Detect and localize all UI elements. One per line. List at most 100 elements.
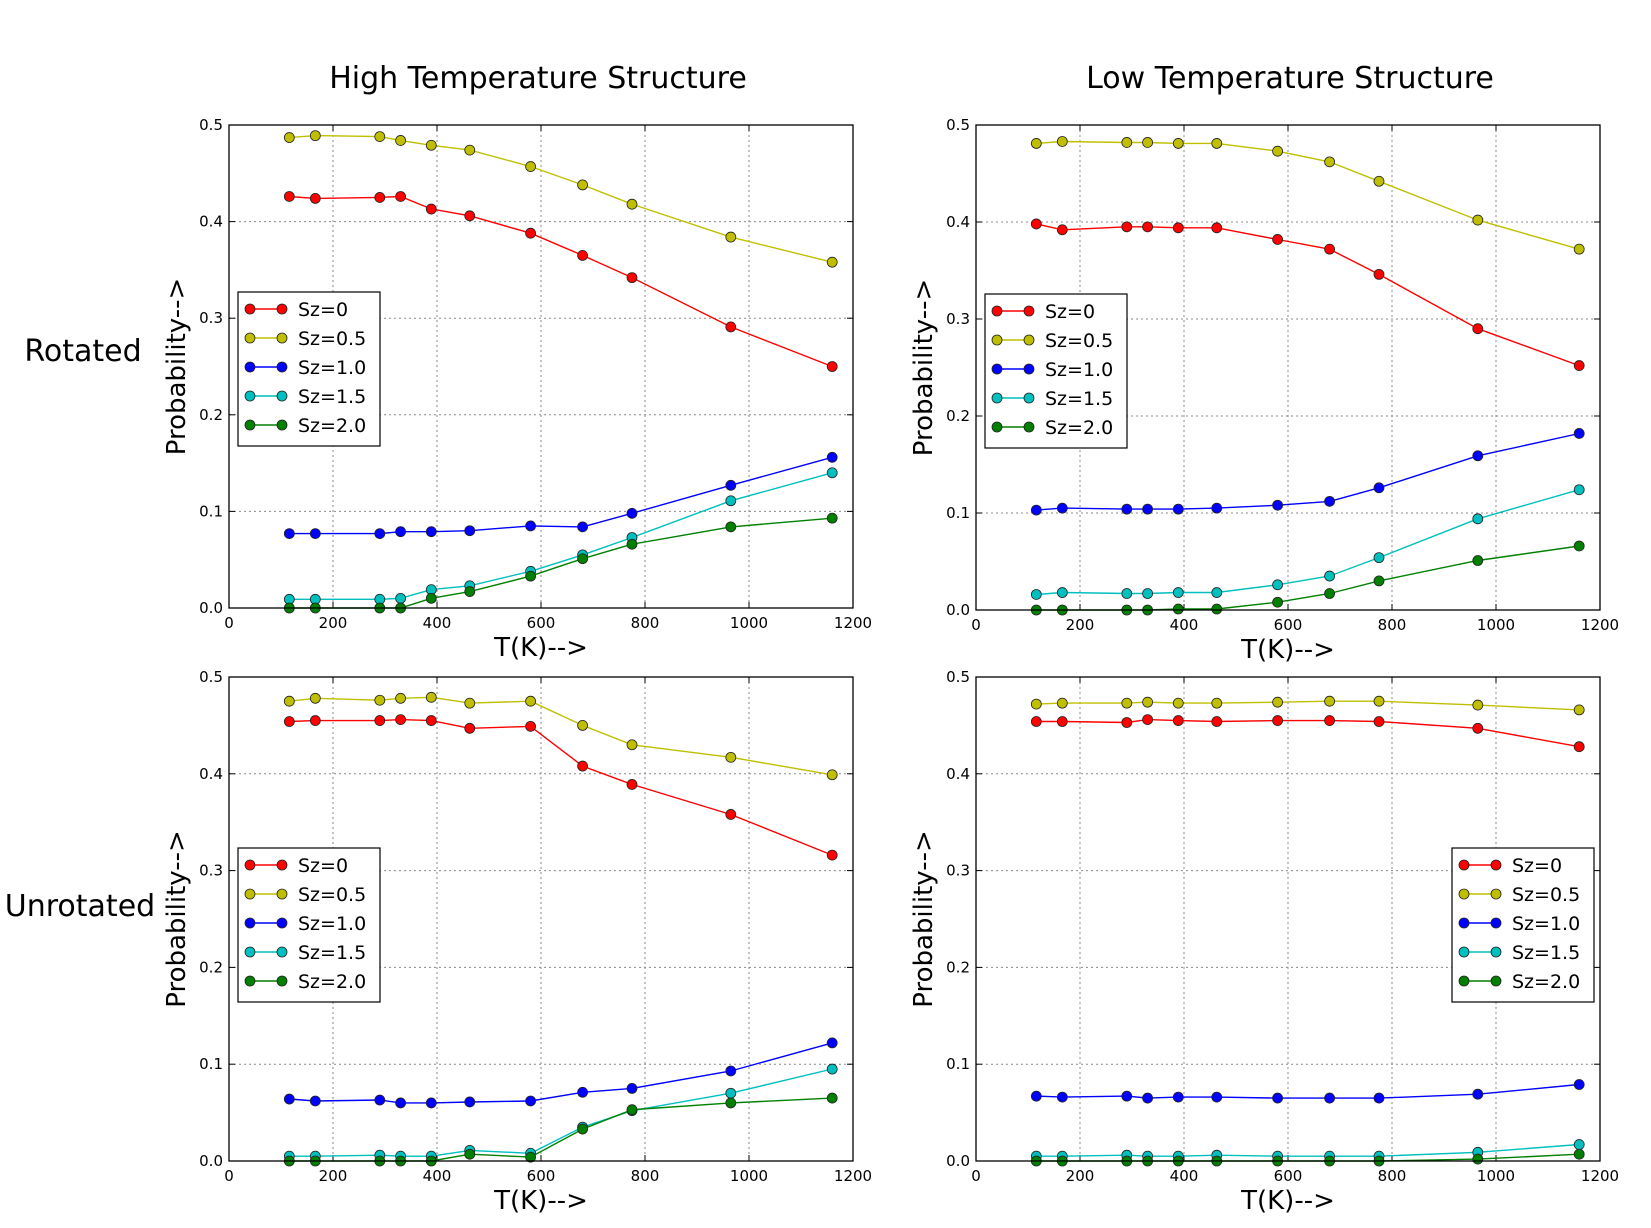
legend-marker: [991, 334, 1003, 346]
data-point: [283, 528, 295, 540]
legend: Sz=0 Sz=0.5 Sz=1.0 Sz=1.5 Sz=2.0: [237, 847, 381, 1003]
legend-frame: [237, 847, 381, 1003]
legend-label: Sz=1.0: [298, 357, 366, 379]
data-point: [464, 586, 476, 597]
data-point: [395, 1097, 407, 1109]
y-tick-label: 0.3: [946, 310, 970, 328]
x-tick-label: 600: [527, 614, 556, 632]
data-point: [1211, 603, 1223, 615]
legend-label: Sz=0: [1045, 301, 1095, 323]
row-label-unrotated: Unrotated: [5, 889, 155, 924]
x-tick-label: 0: [224, 614, 234, 632]
data-point: [1142, 1092, 1153, 1104]
data-point: [374, 715, 386, 726]
data-point: [395, 714, 407, 725]
legend-item: Sz=0: [244, 855, 348, 877]
legend-frame: [1451, 847, 1595, 1003]
data-point: [1272, 579, 1283, 591]
data-point: [1121, 1090, 1133, 1102]
data-point: [425, 691, 437, 703]
data-point: [309, 715, 321, 726]
data-point: [626, 779, 638, 790]
legend-label: Sz=0: [298, 855, 348, 877]
x-tick-label: 800: [631, 1167, 660, 1185]
data-point: [1172, 222, 1184, 234]
data-point: [577, 1086, 588, 1098]
legend-marker: [991, 363, 1003, 375]
data-point: [1121, 503, 1133, 515]
legend-item: Sz=0: [991, 301, 1095, 323]
data-point: [525, 227, 536, 239]
legend: Sz=0 Sz=0.5 Sz=1.0 Sz=1.5 Sz=2.0: [984, 293, 1128, 449]
x-tick-label: 1000: [730, 614, 768, 632]
data-point: [577, 1123, 588, 1135]
data-point: [1573, 243, 1585, 255]
data-point: [1373, 716, 1385, 727]
data-point: [626, 507, 638, 519]
legend-marker: [1490, 888, 1502, 900]
legend-marker: [1490, 946, 1502, 958]
data-point: [826, 467, 838, 479]
legend-label: Sz=1.0: [298, 913, 366, 935]
legend-label: Sz=1.5: [298, 942, 366, 964]
data-point: [1324, 243, 1335, 255]
data-point: [395, 692, 407, 704]
y-tick-label: 0.4: [946, 213, 970, 231]
data-point: [425, 1097, 437, 1109]
data-point: [525, 695, 536, 707]
data-point: [1121, 221, 1133, 233]
data-point: [725, 495, 737, 507]
data-point: [826, 849, 838, 861]
data-point: [626, 1104, 638, 1116]
data-point: [1573, 1079, 1585, 1090]
legend-marker: [1458, 859, 1470, 871]
legend-marker: [1023, 305, 1035, 317]
legend-marker: [276, 888, 288, 900]
data-point: [1573, 360, 1585, 371]
data-point: [1172, 715, 1184, 726]
data-point: [725, 751, 737, 763]
data-point: [1373, 175, 1385, 187]
x-axis-label: T(K)-->: [1240, 1186, 1335, 1216]
y-tick-label: 0.1: [199, 1055, 223, 1073]
data-point: [1272, 499, 1283, 511]
legend-item: Sz=0.5: [991, 330, 1113, 352]
data-point: [283, 1093, 295, 1105]
data-point: [395, 526, 407, 538]
y-tick-label: 0.5: [946, 116, 970, 134]
chart-panels: 0 200 400 600 800 1000 1200 0.0 0.1 0.2 0.3 0.4 0.5 T…: [162, 116, 1619, 1216]
data-point: [826, 512, 838, 524]
data-point: [725, 1065, 737, 1077]
legend-marker: [1023, 392, 1035, 404]
data-point: [725, 521, 737, 533]
data-point: [1573, 428, 1585, 439]
y-tick-label: 0.1: [946, 504, 970, 522]
data-point: [626, 538, 638, 550]
data-point: [1056, 224, 1068, 236]
legend-marker: [244, 419, 256, 431]
data-point: [395, 135, 407, 146]
x-tick-label: 0: [971, 616, 981, 634]
chart-panel-2: 0 200 400 600 800 1000 1200 0.0 0.1 0.2 0.3 0.4 0.5 T…: [909, 116, 1619, 665]
x-tick-label: 800: [631, 614, 660, 632]
legend-marker: [244, 975, 256, 987]
legend-marker: [244, 390, 256, 402]
legend-label: Sz=1.5: [298, 386, 366, 408]
data-point: [1056, 136, 1068, 147]
plot-frame: [228, 124, 854, 609]
data-point: [1373, 268, 1385, 280]
y-tick-label: 0.3: [199, 309, 223, 327]
data-point: [1172, 697, 1184, 709]
data-point: [525, 1151, 536, 1163]
data-point: [577, 179, 588, 191]
x-tick-label: 200: [1066, 1167, 1095, 1185]
data-point: [1373, 482, 1385, 494]
legend-marker: [1023, 421, 1035, 433]
legend-item: Sz=0.5: [1458, 884, 1580, 906]
data-point: [1324, 588, 1335, 599]
data-point: [1211, 138, 1223, 149]
legend: Sz=0 Sz=0.5 Sz=1.0 Sz=1.5 Sz=2.0: [237, 291, 381, 447]
data-point: [395, 592, 407, 604]
data-point: [1373, 575, 1385, 587]
x-tick-label: 600: [1274, 616, 1303, 634]
